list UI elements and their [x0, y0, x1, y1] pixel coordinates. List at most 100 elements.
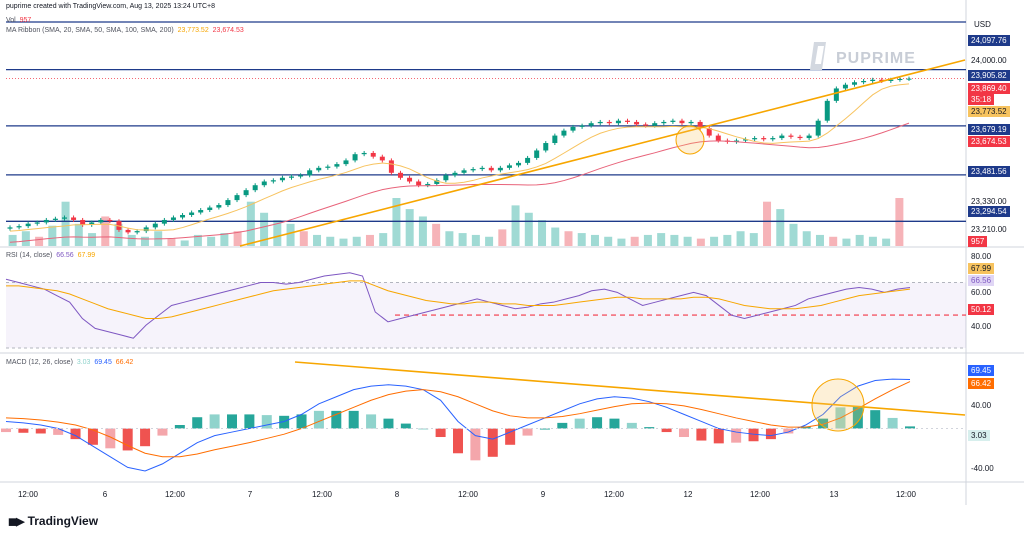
time-axis-label: 12:00 [164, 490, 186, 499]
macd-histogram-bar [644, 427, 655, 429]
macd-axis-label: 69.45 [968, 365, 995, 376]
candle-body [888, 79, 894, 81]
macd-histogram-bar [227, 414, 237, 429]
candle-body [261, 181, 267, 186]
volume-bar [868, 236, 877, 246]
time-axis-label: 7 [247, 490, 253, 499]
candle-body [852, 82, 858, 85]
candle-body [552, 135, 558, 144]
rsi-axis-label: 40.00 [971, 322, 992, 331]
price-axis-label: 23,679.19 [968, 124, 1010, 135]
candle-body [298, 175, 304, 177]
macd-histogram-bar [574, 418, 585, 429]
candle-body [652, 123, 658, 126]
ma-slow-line [9, 122, 910, 243]
time-axis-label: 9 [540, 490, 546, 499]
ma-value-1: 23,773.52 [177, 27, 209, 34]
volume-bar [326, 236, 335, 246]
volume-bar [167, 238, 176, 246]
candle-body [497, 167, 503, 171]
macd-histogram-bar [453, 428, 463, 454]
volume-bar [127, 234, 136, 246]
rsi-ma-line [6, 280, 911, 320]
candle-body [615, 120, 621, 124]
price-axis-label: 957 [968, 236, 988, 247]
volume-bar [551, 227, 560, 246]
macd-histogram-bar [765, 428, 776, 440]
volume-bar [286, 223, 295, 246]
vol-value: 957 [19, 17, 32, 24]
volume-bar [696, 238, 705, 246]
candle-body [416, 181, 422, 186]
candle-body [388, 160, 394, 173]
macd-histogram-bar [731, 428, 742, 443]
macd-histogram-bar [470, 428, 481, 461]
candle-body [134, 231, 140, 233]
candle-body [606, 121, 612, 124]
candle-body [879, 79, 885, 81]
candle-body [833, 88, 839, 101]
time-axis-label: 12:00 [749, 490, 771, 499]
candle-body [425, 183, 431, 186]
macd-histogram-bar [435, 428, 446, 438]
macd-histogram-bar [783, 428, 794, 434]
volume-bar [855, 234, 864, 246]
volume-bar [802, 231, 811, 246]
candle-body [479, 167, 485, 170]
macd-axis-label: 40.00 [971, 401, 992, 410]
macd-histogram-bar [209, 414, 220, 429]
macd-histogram-bar [296, 414, 307, 429]
macd-histogram-bar [609, 418, 620, 429]
vol-legend: Vol 957 [6, 17, 31, 24]
macd-histogram-bar [366, 414, 377, 429]
volume-bar [418, 216, 427, 246]
volume-bar [736, 231, 745, 246]
candle-body [597, 121, 603, 124]
macd-histogram-bar [70, 428, 81, 440]
volume-bar [577, 233, 586, 246]
candle-body [80, 219, 86, 225]
candle-body [770, 138, 776, 140]
volume-bar [365, 234, 374, 246]
volume-bar [101, 216, 110, 246]
candle-body [61, 217, 67, 219]
candle-body [198, 210, 204, 213]
price-axis-label: 23,210.00 [971, 225, 1007, 234]
currency-label: USD [974, 20, 991, 29]
ma-fast-line [9, 83, 910, 232]
volume-bar [511, 205, 520, 246]
macd-histogram-bar [87, 428, 98, 445]
volume-bar [842, 238, 851, 246]
price-axis-label: 23,294.54 [968, 206, 1010, 217]
candle-body [234, 195, 240, 201]
macd-histogram-bar [748, 428, 759, 442]
volume-bar [21, 231, 30, 246]
price-axis-label: 24,097.76 [968, 35, 1010, 46]
candle-body [216, 205, 222, 208]
volume-bar [233, 231, 242, 246]
time-axis-label: 12:00 [457, 490, 479, 499]
tradingview-brand[interactable]: ◼▶ TradingView [8, 514, 98, 528]
macd-histogram-bar [157, 428, 168, 436]
volume-bar [723, 234, 732, 246]
volume-bar [140, 236, 149, 246]
macd-histogram-bar [852, 405, 863, 429]
price-axis-label: 23,330.00 [971, 197, 1007, 206]
macd-histogram-bar [696, 428, 707, 441]
macd-histogram-bar [105, 428, 116, 449]
volume-bar [352, 236, 361, 246]
macd-histogram-bar [887, 417, 898, 429]
macd-histogram-bar [279, 415, 290, 429]
candle-body [379, 156, 385, 161]
price-axis-label: 35:18 [968, 94, 995, 105]
candle-body [543, 143, 549, 151]
ma-label: MA Ribbon (SMA, 20, SMA, 50, SMA, 100, S… [6, 27, 174, 34]
rsi-value: 66.56 [56, 252, 74, 259]
rsi-label: RSI (14, close) [6, 252, 53, 259]
macd-histogram-bar [192, 417, 203, 429]
highlight-circle [675, 125, 705, 155]
macd-highlight-circle [811, 378, 865, 432]
volume-bar [379, 233, 388, 246]
candle-body [16, 226, 22, 228]
